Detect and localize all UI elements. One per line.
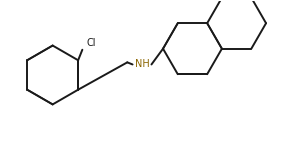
Text: NH: NH [135,59,149,69]
Text: Cl: Cl [87,39,96,48]
